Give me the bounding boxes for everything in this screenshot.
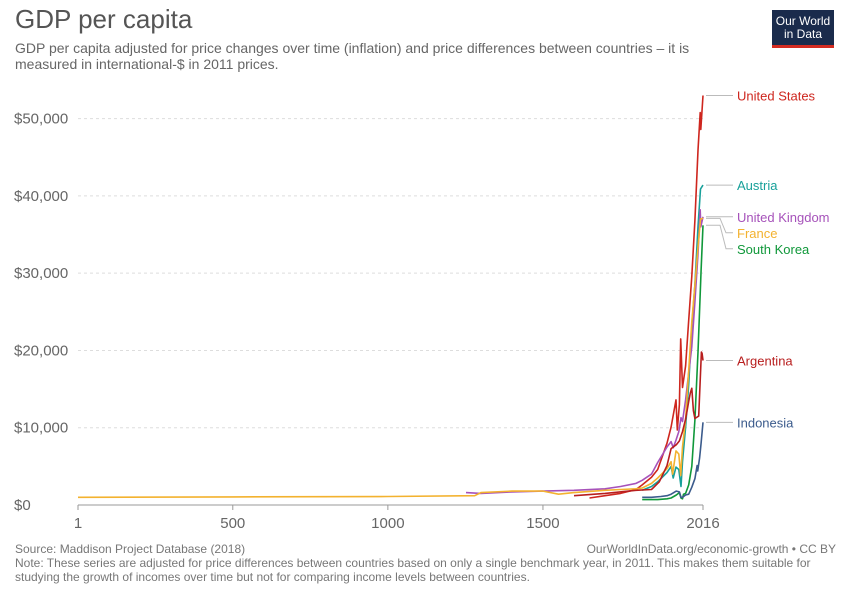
y-tick-label: $0: [14, 497, 31, 514]
our-world-in-data-logo[interactable]: Our World in Data: [772, 10, 834, 48]
label-connector: [706, 217, 733, 234]
series-label-austria: Austria: [737, 178, 778, 193]
chart-subtitle: GDP per capita adjusted for price change…: [15, 40, 690, 72]
series-line-united-states: [589, 95, 704, 499]
logo-line-2: in Data: [783, 27, 823, 41]
chart-title: GDP per capita: [15, 4, 193, 34]
series-label-indonesia: Indonesia: [737, 415, 794, 430]
credit-link[interactable]: OurWorldInData.org/economic-growth • CC …: [586, 542, 836, 556]
series-label-argentina: Argentina: [737, 354, 793, 369]
label-connector: [706, 224, 733, 250]
x-tick-label: 500: [220, 515, 245, 532]
y-tick-label: $20,000: [14, 342, 68, 359]
series-label-south-korea: South Korea: [737, 242, 810, 257]
series-line-indonesia: [642, 422, 704, 499]
x-tick-label: 1500: [526, 515, 559, 532]
logo-line-1: Our World: [775, 14, 831, 28]
source-text: Source: Maddison Project Database (2018): [15, 542, 246, 556]
series-label-united-states: United States: [737, 88, 816, 103]
series-label-united-kingdom: United Kingdom: [737, 210, 830, 225]
y-tick-label: $30,000: [14, 265, 68, 282]
series-line-united-kingdom: [465, 209, 704, 495]
chart-note: Note: These series are adjusted for pric…: [15, 556, 811, 584]
series-line-south-korea: [642, 225, 704, 501]
x-tick-label: 1000: [371, 515, 404, 532]
y-tick-label: $50,000: [14, 111, 68, 128]
y-tick-label: $10,000: [14, 420, 68, 437]
series-line-france: [77, 217, 704, 499]
x-tick-label: 2016: [686, 515, 719, 532]
series-label-france: France: [737, 226, 777, 241]
series-line-argentina: [573, 351, 704, 497]
y-tick-label: $40,000: [14, 188, 68, 205]
x-tick-label: 1: [74, 515, 82, 532]
